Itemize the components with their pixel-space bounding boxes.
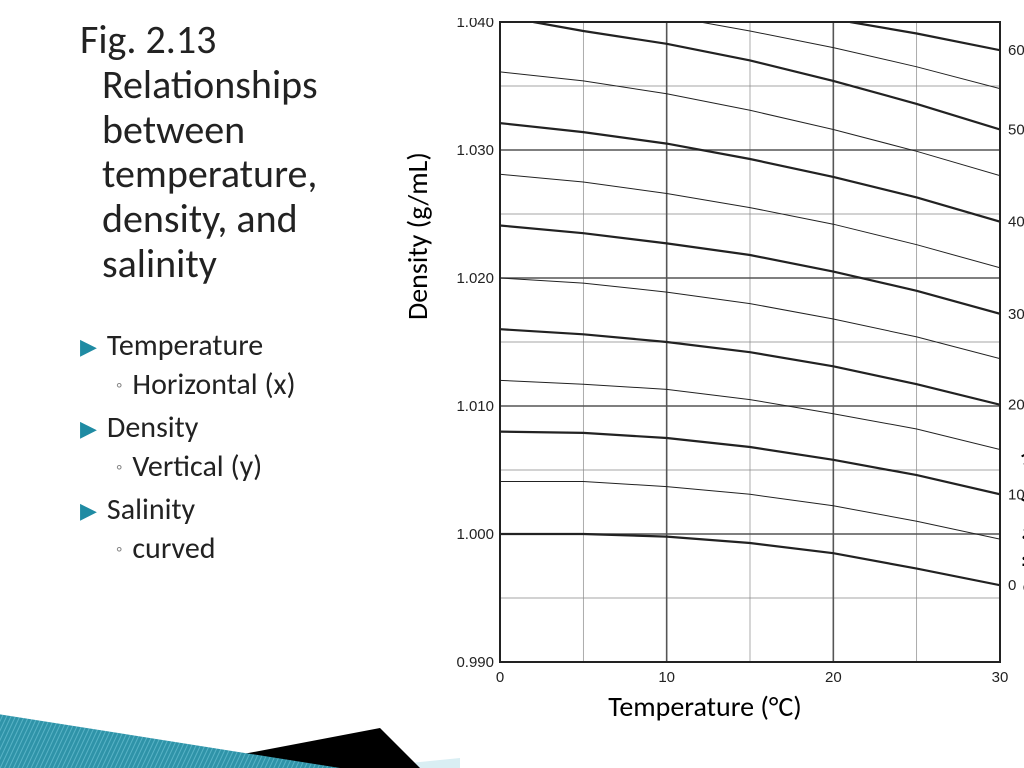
svg-text:0: 0	[1008, 577, 1016, 594]
subbullet-label: curved	[132, 530, 215, 567]
svg-text:50: 50	[1008, 122, 1024, 139]
svg-text:1.010: 1.010	[456, 398, 494, 415]
arrow-icon: ▶	[80, 415, 97, 442]
svg-text:1.020: 1.020	[456, 270, 494, 287]
subbullet-label: Horizontal (x)	[132, 366, 295, 403]
text-column: Fig. 2.13 Relationships between temperat…	[80, 18, 390, 567]
bullet-label: Temperature	[107, 327, 263, 364]
chart-container: Density (g/mL) Salinity (ppt) Temperatur…	[400, 10, 1010, 730]
bullet-density: ▶ Density	[80, 409, 390, 446]
subbullet-label: Vertical (y)	[132, 448, 262, 485]
svg-text:0.990: 0.990	[456, 654, 494, 671]
subbullet-curved: ◦ curved	[116, 530, 390, 567]
bullet-list: ▶ Temperature ◦ Horizontal (x) ▶ Density ◦ V…	[80, 327, 390, 567]
subbullet-vertical: ◦ Vertical (y)	[116, 448, 390, 485]
svg-text:20: 20	[1008, 397, 1024, 414]
svg-text:60: 60	[1008, 42, 1024, 59]
ring-icon: ◦	[116, 456, 122, 478]
svg-text:20: 20	[825, 669, 842, 686]
ring-icon: ◦	[116, 538, 122, 560]
figure-title: Fig. 2.13 Relationships between temperat…	[80, 18, 390, 287]
svg-text:30: 30	[992, 669, 1009, 686]
svg-text:40: 40	[1008, 214, 1024, 231]
ring-icon: ◦	[116, 374, 122, 396]
bullet-label: Density	[107, 409, 198, 446]
y-axis-label-density: Density (g/mL)	[400, 152, 435, 320]
svg-text:0: 0	[496, 669, 504, 686]
slide-decoration	[0, 588, 460, 768]
arrow-icon: ▶	[80, 333, 97, 360]
bullet-temperature: ▶ Temperature	[80, 327, 390, 364]
arrow-icon: ▶	[80, 497, 97, 524]
svg-text:1.030: 1.030	[456, 142, 494, 159]
bullet-salinity: ▶ Salinity	[80, 491, 390, 528]
bullet-label: Salinity	[107, 491, 195, 528]
svg-text:10: 10	[1008, 486, 1024, 503]
svg-text:1.040: 1.040	[456, 18, 494, 31]
density-chart: 0.990 1.000 1.010 1.020 1.030 1.040 0 10 20 30 0 10…	[452, 18, 1024, 700]
svg-text:30: 30	[1008, 306, 1024, 323]
svg-text:1.000: 1.000	[456, 526, 494, 543]
subbullet-horizontal: ◦ Horizontal (x)	[116, 366, 390, 403]
svg-text:10: 10	[658, 669, 675, 686]
